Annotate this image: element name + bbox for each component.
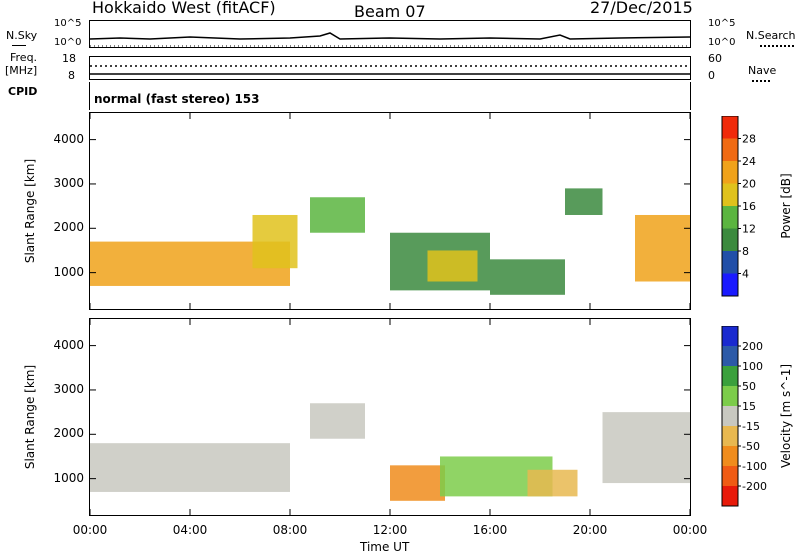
power-ylabel: Slant Range [km] (23, 158, 37, 264)
colorbar-segment (722, 366, 738, 386)
colorbar-segment (722, 251, 738, 274)
colorbar-segment (722, 228, 738, 251)
colorbar-segment (722, 138, 738, 161)
colorbar-segment (722, 273, 738, 296)
echo-region-7 (635, 214, 690, 282)
nsearch-label: N.Search (746, 29, 796, 42)
beam-label: Beam 07 (354, 2, 426, 21)
freq-panel (89, 56, 691, 80)
colorbar-label: Power [dB] (779, 173, 793, 238)
y-tick-label: 4000 (53, 131, 84, 146)
colorbar-tick-label: 12 (742, 223, 756, 236)
nave-marker (752, 80, 770, 82)
colorbar-segment (722, 206, 738, 229)
power-heatmap (89, 113, 691, 309)
velocity-heatmap (89, 319, 691, 515)
colorbar-tick-label: 8 (742, 245, 749, 258)
colorbar-tick-label: -15 (742, 420, 760, 433)
colorbar-segment (722, 386, 738, 406)
x-tick-label: 00:00 (72, 523, 108, 537)
echo-region-2 (310, 197, 365, 233)
colorbar-tick-label: 28 (742, 133, 756, 146)
station-title: Hokkaido West (fitACF) (92, 0, 276, 17)
echo-region-4 (527, 469, 578, 497)
velocity-panel (89, 318, 691, 516)
freq-tick-top: 18 (62, 52, 76, 65)
x-axis-label: Time UT (360, 540, 410, 554)
colorbar-segment (722, 426, 738, 446)
nsky-marker (12, 45, 26, 46)
colorbar-tick-label: -50 (742, 440, 760, 453)
x-tick-label: 00:00 (672, 523, 708, 537)
colorbar-tick-label: 4 (742, 268, 749, 281)
echo-region-4 (427, 250, 478, 282)
cpid-text: normal (fast stereo) 153 (94, 92, 260, 106)
y-tick-label: 2000 (53, 426, 84, 441)
nsearch-marker (760, 45, 794, 47)
colorbar-segment (722, 406, 738, 426)
colorbar-label: Velocity [m s^-1] (779, 364, 793, 468)
colorbar-segment (722, 326, 738, 346)
colorbar-tick-label: -100 (742, 460, 767, 473)
colorbar-tick-label: 15 (742, 400, 756, 413)
x-tick-label: 08:00 (272, 523, 308, 537)
echo-region-5 (490, 259, 565, 295)
colorbar-tick-label: -200 (742, 480, 767, 493)
velocity-colorbar: -200 -100 -50 -15 15 50 100 200 Velocity [m s^-1… (721, 326, 793, 507)
nsky-label: N.Sky (6, 29, 38, 42)
cpid-panel: normal (fast stereo) 153 (89, 82, 691, 110)
echo-region-1 (252, 214, 298, 269)
colorbar-segment (722, 486, 738, 506)
x-tick-label: 20:00 (572, 523, 608, 537)
nave-tick-bottom: 0 (708, 69, 715, 82)
nsky-tick-top: 10^5 (54, 18, 82, 29)
power-colorbar: 4 8 12 16 20 24 28 Power [dB] (721, 116, 793, 297)
x-tick-label: 16:00 (472, 523, 508, 537)
colorbar-tick-label: 24 (742, 155, 756, 168)
power-panel (89, 112, 691, 310)
y-tick-label: 3000 (53, 175, 84, 190)
nsearch-tick-bottom: 10^0 (708, 37, 736, 48)
colorbar-segment (722, 346, 738, 366)
y-tick-label: 1000 (53, 470, 84, 485)
echo-region-0 (90, 443, 290, 492)
nsearch-tick-top: 10^5 (708, 18, 736, 29)
colorbar-tick-label: 16 (742, 200, 756, 213)
colorbar-segment (722, 446, 738, 466)
x-tick-label: 04:00 (172, 523, 208, 537)
nave-tick-top: 60 (708, 52, 722, 65)
freq-label-1: Freq. (10, 51, 38, 64)
colorbar-segment (722, 161, 738, 184)
nsky-tick-bottom: 10^0 (54, 37, 82, 48)
colorbar-tick-label: 100 (742, 360, 763, 373)
velocity-ylabel: Slant Range [km] (23, 364, 37, 470)
colorbar-segment (722, 183, 738, 206)
freq-trace (90, 65, 690, 75)
echo-region-6 (565, 188, 603, 215)
x-tick-label: 12:00 (372, 523, 408, 537)
noise-trace (89, 32, 691, 47)
y-tick-label: 4000 (53, 337, 84, 352)
echo-region-5 (602, 412, 690, 484)
freq-label-2: [MHz] (5, 64, 38, 77)
colorbar-tick-label: 200 (742, 340, 763, 353)
colorbar-tick-label: 50 (742, 380, 756, 393)
y-tick-label: 1000 (53, 264, 84, 279)
colorbar-segment (722, 116, 738, 139)
freq-tick-bottom: 8 (68, 69, 75, 82)
echo-region-2 (390, 465, 445, 501)
y-tick-label: 3000 (53, 381, 84, 396)
noise-panel (89, 20, 691, 48)
date-label: 27/Dec/2015 (590, 0, 693, 17)
nave-label: Nave (748, 64, 777, 77)
colorbar-tick-label: 20 (742, 178, 756, 191)
cpid-label: CPID (8, 85, 38, 98)
echo-region-1 (310, 403, 365, 439)
y-tick-label: 2000 (53, 220, 84, 235)
colorbar-segment (722, 466, 738, 486)
